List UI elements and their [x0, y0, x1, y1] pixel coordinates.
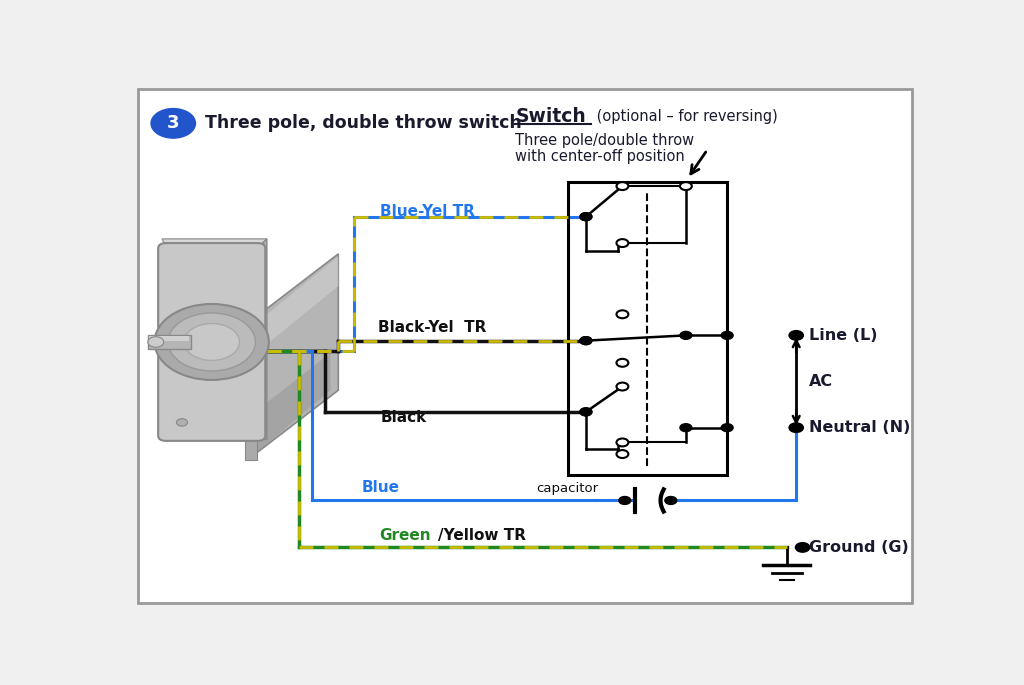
Circle shape	[616, 383, 629, 390]
Circle shape	[616, 438, 629, 447]
Circle shape	[796, 543, 810, 552]
Text: Neutral (N): Neutral (N)	[809, 420, 910, 435]
Text: Ground (G): Ground (G)	[809, 540, 908, 555]
Polygon shape	[162, 239, 267, 249]
Circle shape	[176, 419, 187, 426]
Circle shape	[151, 109, 196, 138]
Circle shape	[580, 408, 592, 416]
Circle shape	[184, 323, 240, 360]
Circle shape	[616, 239, 629, 247]
Text: Switch: Switch	[515, 107, 586, 126]
Circle shape	[616, 310, 629, 319]
Polygon shape	[259, 256, 338, 351]
Text: Blue: Blue	[362, 479, 400, 495]
Text: Three pole, double throw switch: Three pole, double throw switch	[205, 114, 522, 132]
Text: Line (L): Line (L)	[809, 328, 878, 343]
Circle shape	[616, 450, 629, 458]
Circle shape	[616, 182, 629, 190]
Text: 3: 3	[167, 114, 179, 132]
Text: Black: Black	[380, 410, 427, 425]
Polygon shape	[251, 254, 338, 457]
Circle shape	[721, 332, 733, 339]
Polygon shape	[251, 353, 331, 457]
Circle shape	[580, 337, 592, 345]
Text: /Yellow TR: /Yellow TR	[437, 528, 525, 543]
Polygon shape	[246, 311, 257, 460]
Bar	[568, 182, 727, 475]
FancyBboxPatch shape	[158, 243, 265, 441]
Circle shape	[580, 337, 592, 345]
Circle shape	[680, 182, 692, 190]
Circle shape	[790, 331, 804, 340]
Polygon shape	[257, 239, 267, 440]
Text: with center-off position: with center-off position	[515, 149, 685, 164]
Circle shape	[618, 497, 631, 504]
Circle shape	[680, 424, 692, 432]
Bar	[147, 334, 191, 349]
Text: AC: AC	[809, 374, 834, 389]
Circle shape	[580, 213, 592, 221]
Circle shape	[580, 408, 592, 416]
Bar	[150, 336, 189, 341]
Text: Three pole/double throw: Three pole/double throw	[515, 134, 694, 148]
Text: Green: Green	[379, 528, 430, 543]
Circle shape	[790, 423, 804, 432]
Circle shape	[168, 313, 255, 371]
Text: Blue-Yel TR: Blue-Yel TR	[380, 204, 475, 219]
Circle shape	[616, 359, 629, 366]
Text: Black-Yel  TR: Black-Yel TR	[378, 320, 486, 335]
Circle shape	[147, 337, 164, 347]
Circle shape	[665, 497, 677, 504]
Circle shape	[580, 213, 592, 221]
Text: (optional – for reversing): (optional – for reversing)	[592, 109, 778, 124]
Circle shape	[721, 424, 733, 432]
Circle shape	[680, 332, 692, 339]
Circle shape	[155, 304, 269, 380]
Text: capacitor: capacitor	[536, 482, 598, 495]
